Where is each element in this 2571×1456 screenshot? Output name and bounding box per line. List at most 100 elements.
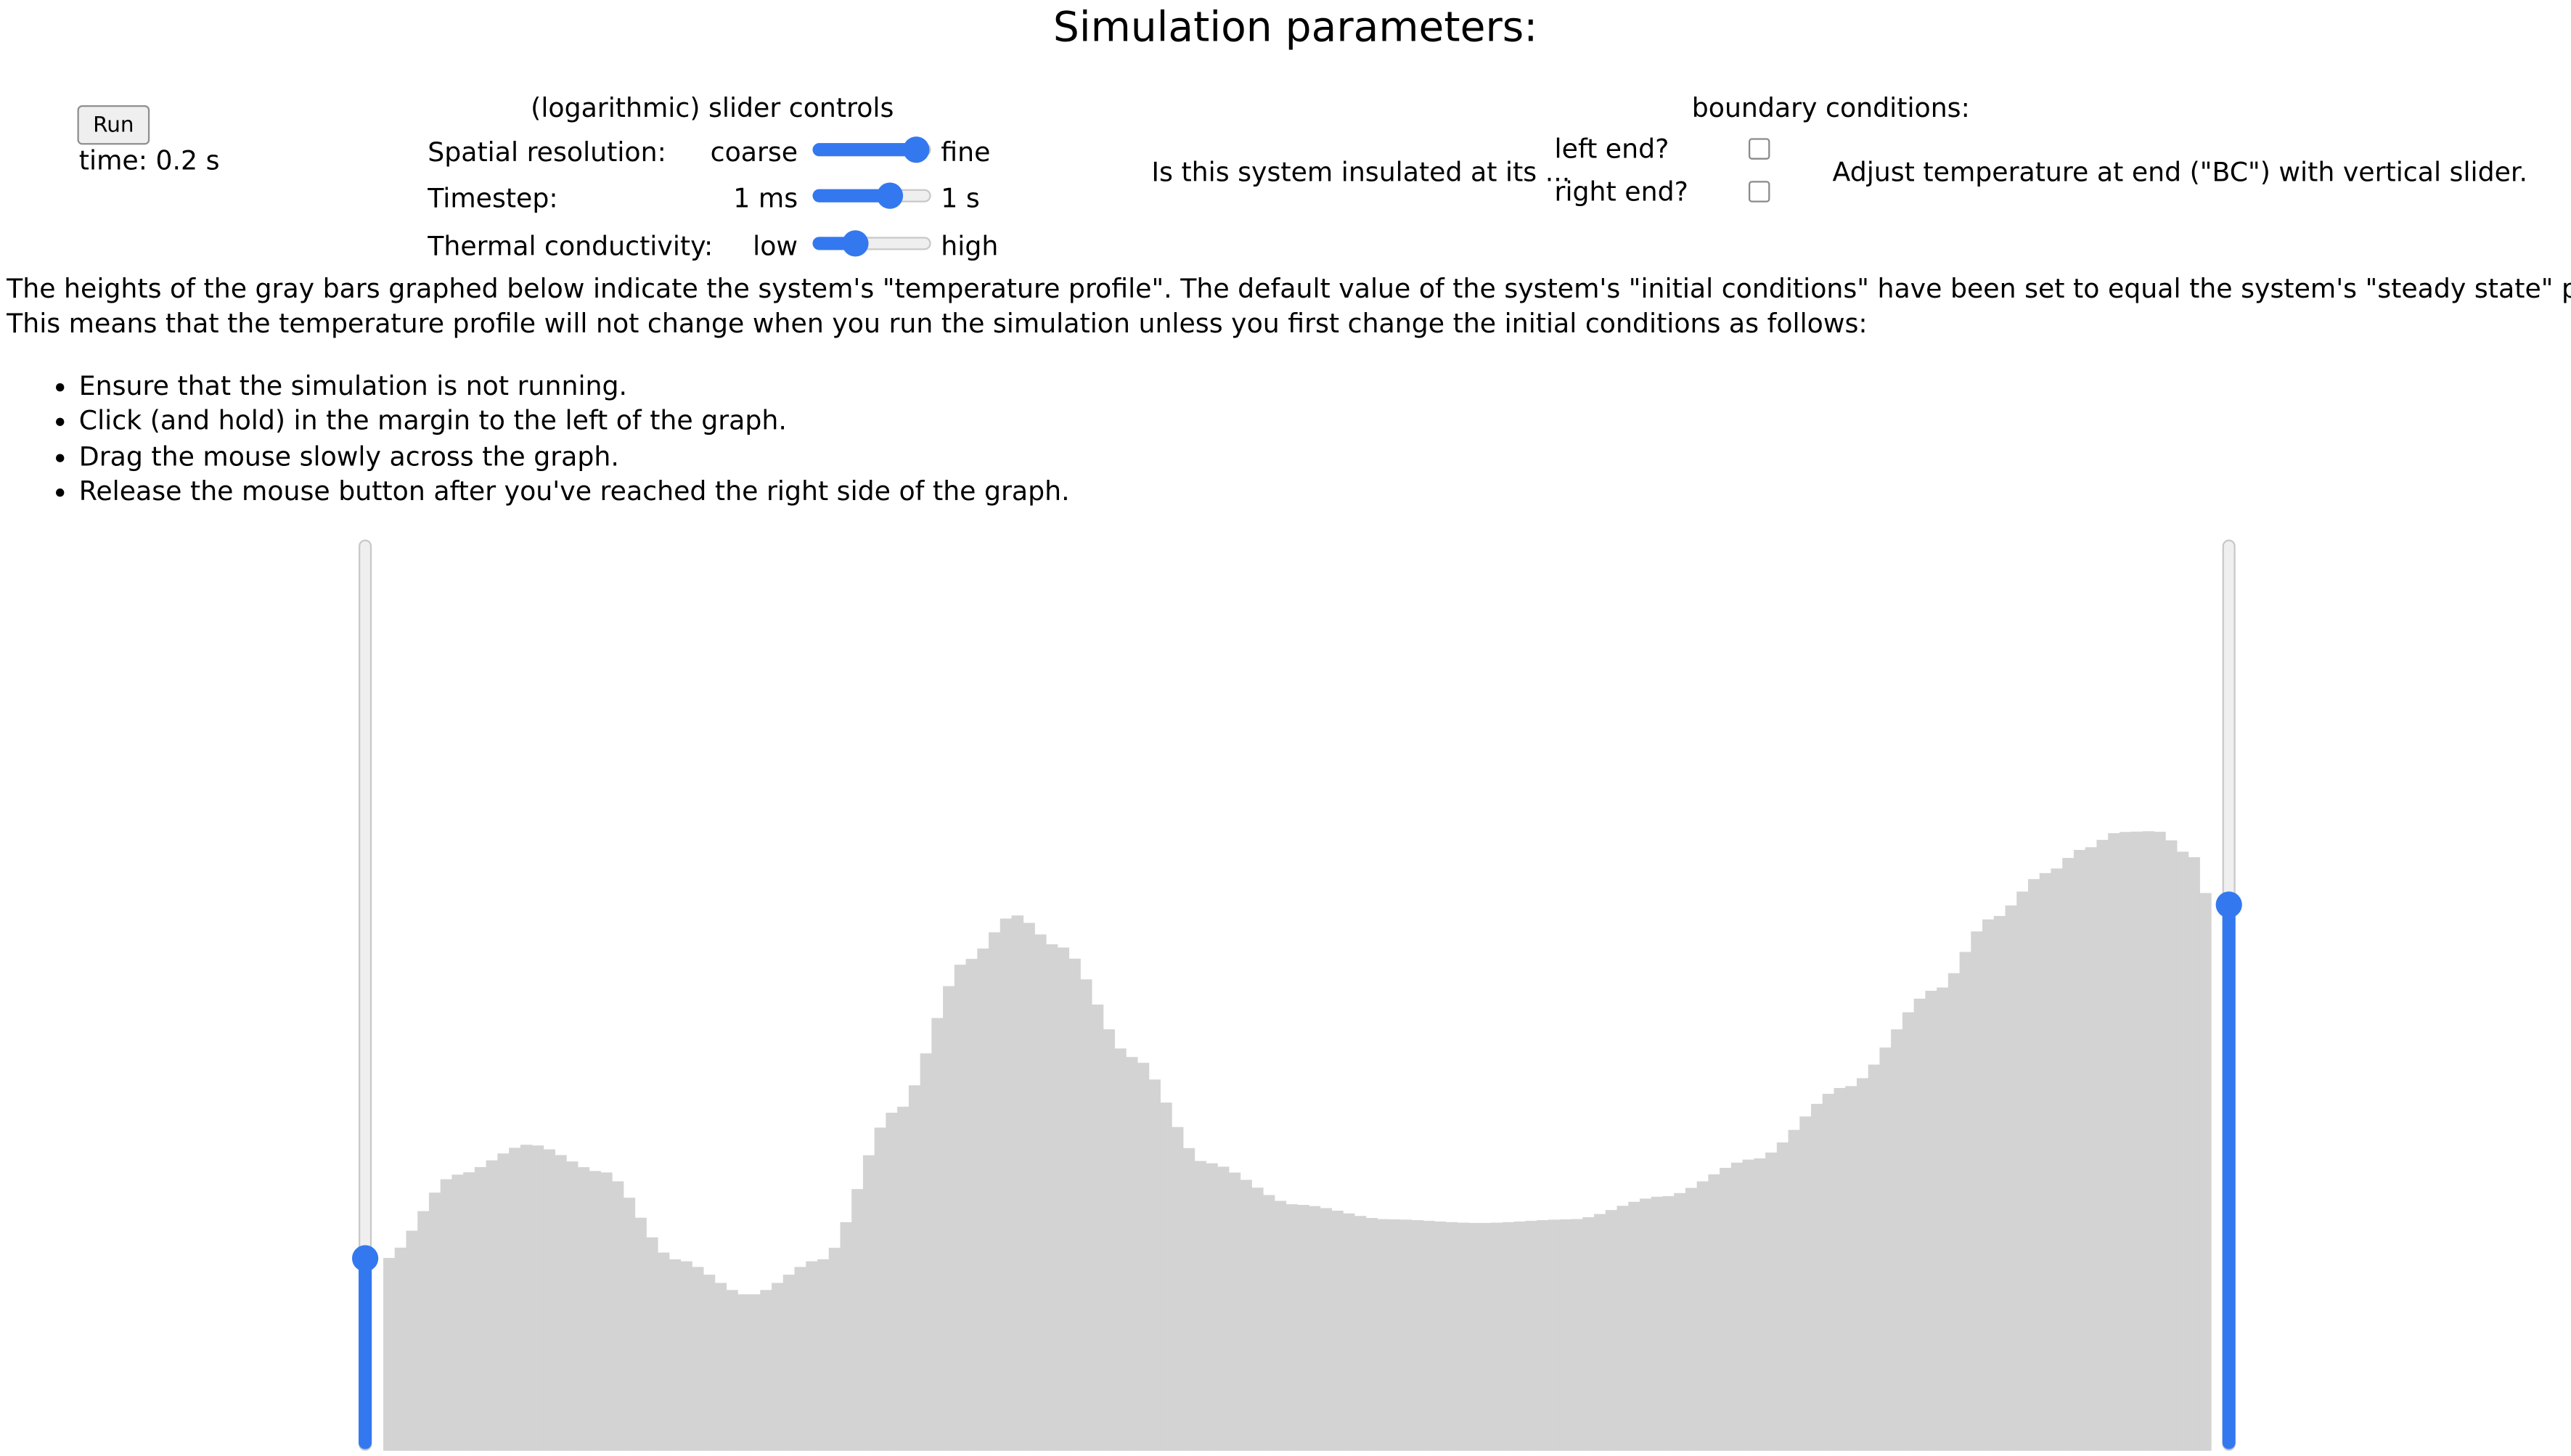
temperature-bar: [1559, 1219, 1572, 1451]
temperature-bar: [1034, 934, 1047, 1451]
temperature-bar: [394, 1247, 407, 1451]
temperature-bar: [1068, 958, 1081, 1451]
temperature-bar: [1388, 1219, 1401, 1451]
temperature-bar: [1571, 1219, 1584, 1451]
spatial-resolution-max-label: fine: [941, 136, 991, 168]
spatial-resolution-min-label: coarse: [710, 136, 798, 168]
temperature-bar: [428, 1193, 441, 1451]
temperature-bar: [977, 948, 989, 1451]
temperature-bar: [1011, 915, 1024, 1451]
temperature-bar: [1799, 1116, 1812, 1451]
temperature-bar: [1342, 1213, 1355, 1451]
list-item: Click (and hold) in the margin to the le…: [56, 404, 1070, 438]
boundary-conditions-heading: boundary conditions:: [1691, 91, 1970, 123]
temperature-bar: [1182, 1148, 1195, 1451]
temperature-bar: [840, 1222, 853, 1451]
right-end-label: right end?: [1554, 176, 1688, 208]
temperature-bar: [817, 1259, 830, 1451]
spatial-resolution-label: Spatial resolution:: [428, 136, 666, 168]
timestep-label: Timestep:: [428, 182, 558, 214]
temperature-bar: [908, 1085, 921, 1451]
temperature-bar: [1206, 1163, 1218, 1451]
temperature-bar: [806, 1261, 818, 1451]
temperature-bar: [463, 1172, 475, 1451]
thermal-conductivity-max-label: high: [941, 230, 999, 262]
temperature-bar: [1320, 1208, 1333, 1451]
temperature-bar: [2142, 831, 2154, 1451]
slider-thumb[interactable]: [902, 136, 929, 163]
thermal-conductivity-slider[interactable]: [812, 230, 931, 257]
temperature-bar: [451, 1174, 465, 1451]
temperature-bar: [1879, 1047, 1892, 1451]
temperature-bar: [726, 1290, 738, 1451]
temperature-bar: [851, 1189, 864, 1451]
temperature-bar: [623, 1198, 636, 1451]
temperature-bar: [1776, 1142, 1789, 1451]
run-button[interactable]: Run: [77, 105, 150, 145]
temperature-bar: [1411, 1220, 1423, 1451]
thermal-conductivity-min-label: low: [753, 230, 798, 262]
temperature-bar: [440, 1179, 453, 1451]
temperature-bar: [965, 959, 978, 1451]
temperature-bar: [1125, 1057, 1138, 1451]
temperature-bar: [897, 1106, 910, 1451]
temperature-bar: [600, 1172, 613, 1451]
temperature-bar: [1788, 1129, 1801, 1451]
temperature-bar: [2165, 840, 2178, 1451]
slider-fill: [359, 1258, 372, 1449]
right-end-insulated-checkbox[interactable]: [1748, 181, 1770, 203]
temperature-bar: [886, 1113, 899, 1451]
temperature-bar: [645, 1237, 658, 1451]
temperature-bar: [406, 1230, 419, 1451]
temperature-bar: [611, 1181, 624, 1451]
temperature-bar: [1228, 1172, 1241, 1451]
left-bc-slider[interactable]: [351, 539, 379, 1451]
temperature-bar: [2005, 905, 2018, 1451]
temperature-bar: [1079, 979, 1092, 1451]
temperature-bar: [543, 1149, 555, 1451]
temperature-bar: [383, 1258, 396, 1451]
left-end-label: left end?: [1554, 133, 1669, 165]
temperature-bar: [1834, 1087, 1847, 1451]
temperature-bar: [1057, 947, 1070, 1451]
temperature-bar: [1730, 1162, 1744, 1451]
temperature-bar: [1434, 1221, 1447, 1451]
temperature-bar: [1137, 1063, 1150, 1451]
right-bc-slider[interactable]: [2215, 539, 2242, 1451]
thermal-conductivity-label: Thermal conductivity:: [428, 230, 714, 262]
temperature-bar: [1548, 1219, 1561, 1451]
temperature-bar: [2176, 851, 2189, 1451]
timestep-slider[interactable]: [812, 182, 931, 209]
temperature-bar: [1856, 1078, 1869, 1451]
temperature-bar: [520, 1145, 533, 1451]
temperature-bar: [828, 1248, 841, 1451]
temperature-bar: [657, 1252, 670, 1451]
spatial-resolution-slider[interactable]: [812, 136, 931, 163]
temperature-bar: [2130, 831, 2143, 1451]
timestep-min-label: 1 ms: [733, 182, 798, 214]
left-end-insulated-checkbox[interactable]: [1748, 138, 1770, 160]
timestep-max-label: 1 s: [941, 182, 980, 214]
temperature-bar: [703, 1275, 716, 1451]
slider-thumb[interactable]: [841, 230, 868, 257]
temperature-bar: [1947, 973, 1961, 1451]
temperature-bar: [634, 1217, 647, 1451]
temperature-bar: [1925, 991, 1938, 1451]
slider-thumb[interactable]: [2215, 891, 2242, 918]
slider-fill: [812, 143, 916, 157]
temperature-bar: [1685, 1187, 1698, 1451]
temperature-bar: [2016, 891, 2029, 1451]
temperature-bar: [1103, 1029, 1116, 1451]
temperature-bar: [1708, 1174, 1721, 1451]
slider-thumb[interactable]: [351, 1245, 379, 1272]
temperature-bar: [1296, 1205, 1309, 1451]
temperature-bar: [1479, 1222, 1492, 1451]
temperature-bar: [474, 1166, 487, 1451]
description-line-1: The heights of the gray bars graphed bel…: [7, 273, 2571, 305]
temperature-bar: [862, 1155, 875, 1451]
temperature-bar: [1891, 1029, 1903, 1451]
temperature-bar: [2051, 868, 2064, 1451]
temperature-bar: [794, 1267, 807, 1451]
slider-thumb[interactable]: [875, 182, 903, 209]
